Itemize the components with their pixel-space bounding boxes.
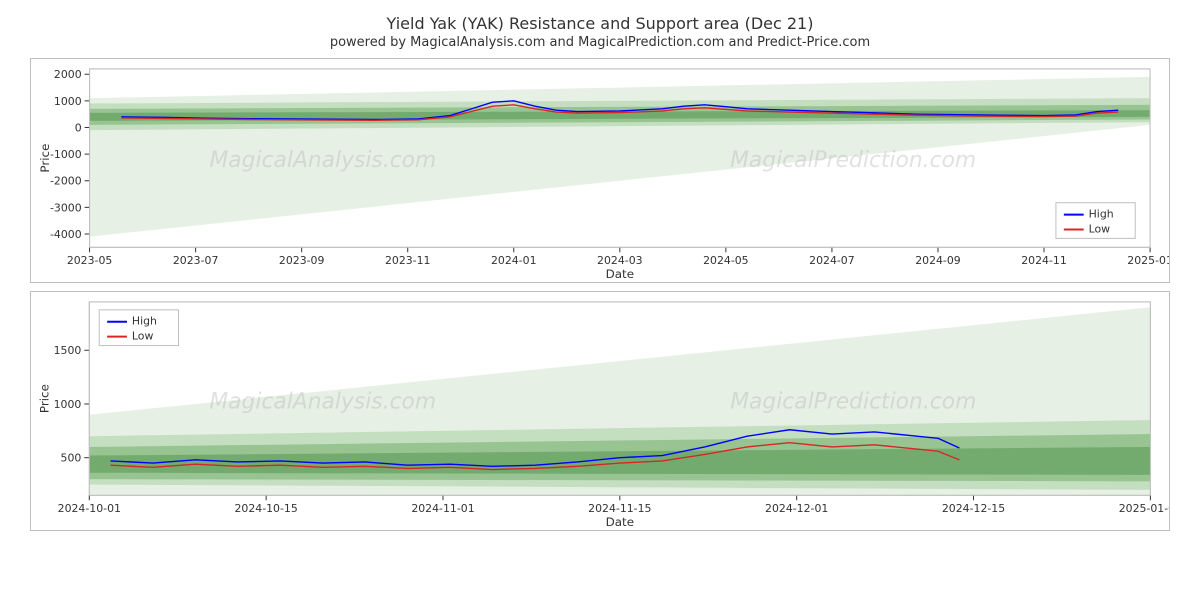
svg-text:Date: Date	[606, 515, 634, 529]
svg-text:2025-01-01: 2025-01-01	[1119, 502, 1169, 515]
svg-text:2023-05: 2023-05	[67, 254, 113, 267]
svg-text:1000: 1000	[54, 398, 82, 411]
svg-text:1000: 1000	[54, 95, 82, 108]
svg-text:1500: 1500	[54, 344, 82, 357]
bottom-chart-panel: MagicalAnalysis.com MagicalPrediction.com…	[30, 291, 1170, 531]
svg-text:-2000: -2000	[50, 175, 82, 188]
svg-text:2025-01: 2025-01	[1127, 254, 1169, 267]
top-chart-panel: MagicalAnalysis.com MagicalPrediction.com…	[30, 58, 1170, 283]
svg-text:2024-10-01: 2024-10-01	[58, 502, 121, 515]
svg-text:High: High	[132, 315, 157, 328]
svg-text:2024-11-01: 2024-11-01	[411, 502, 474, 515]
svg-text:MagicalAnalysis.com: MagicalAnalysis.com	[210, 148, 437, 173]
svg-text:-1000: -1000	[50, 148, 82, 161]
svg-text:500: 500	[61, 452, 82, 465]
svg-text:2024-01: 2024-01	[491, 254, 537, 267]
svg-text:Price: Price	[38, 144, 52, 173]
svg-text:2024-12-01: 2024-12-01	[765, 502, 828, 515]
svg-text:Date: Date	[606, 267, 634, 281]
svg-text:2024-11: 2024-11	[1021, 254, 1067, 267]
svg-text:MagicalAnalysis.com: MagicalAnalysis.com	[209, 389, 436, 414]
svg-text:Price: Price	[38, 384, 52, 413]
svg-text:MagicalPrediction.com: MagicalPrediction.com	[730, 389, 976, 414]
svg-text:Low: Low	[132, 330, 154, 343]
svg-text:Low: Low	[1089, 222, 1111, 235]
bottom-chart-svg: MagicalAnalysis.com MagicalPrediction.com…	[31, 292, 1169, 530]
svg-text:2024-07: 2024-07	[809, 254, 855, 267]
top-chart-svg: MagicalAnalysis.com MagicalPrediction.com…	[31, 59, 1169, 282]
svg-text:0: 0	[75, 121, 82, 134]
svg-text:2024-11-15: 2024-11-15	[588, 502, 651, 515]
svg-text:-4000: -4000	[50, 228, 82, 241]
svg-text:2024-12-15: 2024-12-15	[942, 502, 1005, 515]
svg-text:-3000: -3000	[50, 201, 82, 214]
svg-text:High: High	[1089, 208, 1114, 221]
svg-text:2024-05: 2024-05	[703, 254, 749, 267]
chart-subtitle: powered by MagicalAnalysis.com and Magic…	[20, 35, 1180, 50]
svg-text:2023-11: 2023-11	[385, 254, 431, 267]
svg-text:2024-10-15: 2024-10-15	[234, 502, 297, 515]
svg-text:2000: 2000	[54, 68, 82, 81]
svg-text:2023-07: 2023-07	[173, 254, 219, 267]
svg-text:MagicalPrediction.com: MagicalPrediction.com	[730, 148, 976, 173]
chart-title: Yield Yak (YAK) Resistance and Support a…	[20, 14, 1180, 33]
svg-text:2024-03: 2024-03	[597, 254, 643, 267]
svg-text:2023-09: 2023-09	[279, 254, 325, 267]
svg-text:2024-09: 2024-09	[915, 254, 961, 267]
